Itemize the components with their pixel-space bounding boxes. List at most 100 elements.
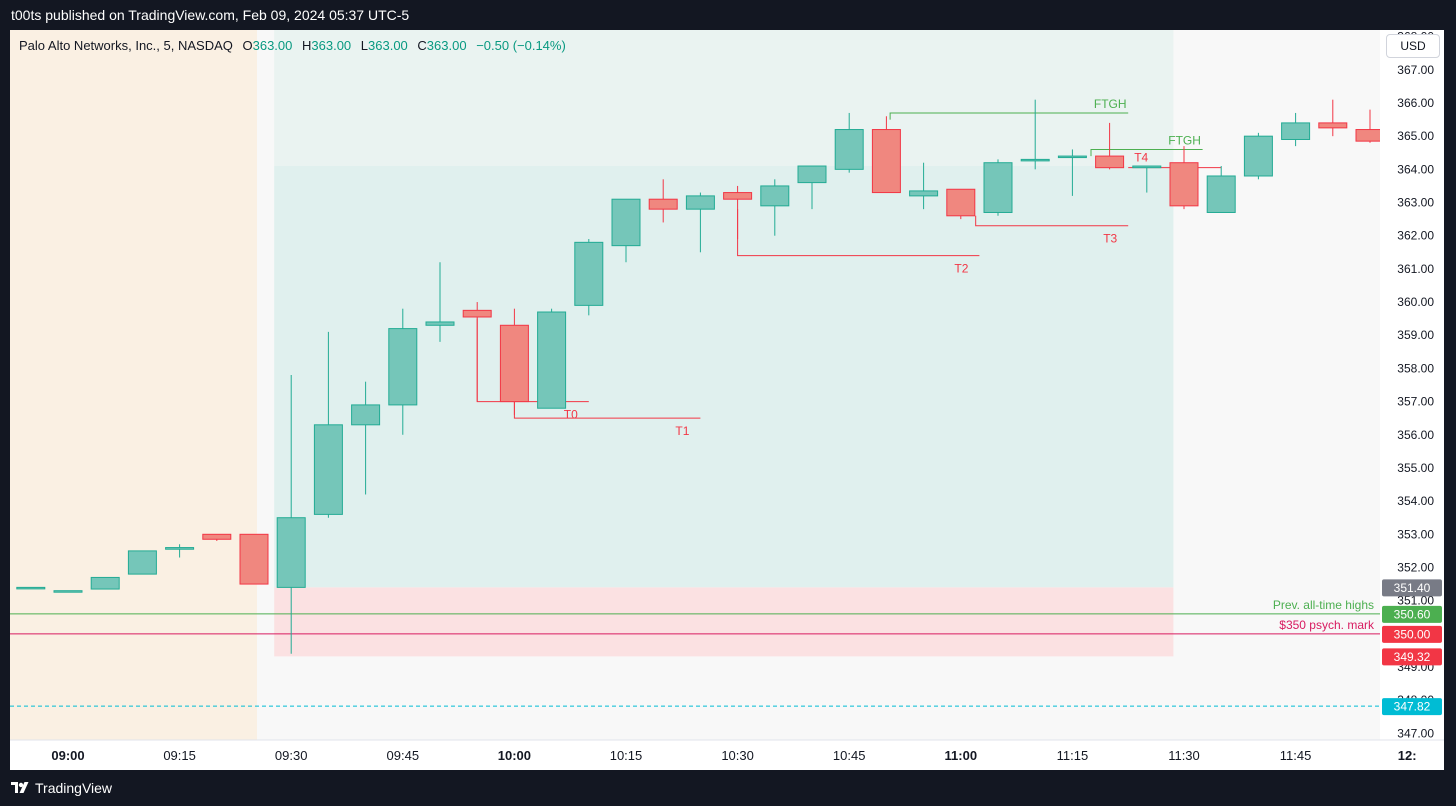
candle-body	[1020, 158, 1050, 162]
chart-area[interactable]: Prev. all-time highs $350 psych. mark T0 T1…	[10, 30, 1444, 770]
candle-body	[313, 424, 343, 515]
price-tag	[1382, 698, 1442, 716]
candle-body	[90, 576, 120, 590]
high-value: 363.00	[311, 38, 352, 53]
candle-body	[239, 533, 269, 585]
candle-body	[53, 590, 83, 593]
price-axis	[1380, 30, 1444, 770]
price-tick-label: 359.00	[1397, 328, 1434, 342]
candle-body	[574, 241, 604, 306]
price-tick-label: 361.00	[1397, 262, 1434, 276]
annotation-label: T4	[1134, 151, 1148, 165]
candle-body	[1057, 155, 1087, 159]
price-tick-label: 364.00	[1397, 162, 1434, 176]
candle-body	[276, 517, 306, 588]
price-tag	[1382, 605, 1442, 623]
candle-body	[723, 192, 753, 200]
time-tick-label: 11:45	[1280, 748, 1312, 763]
candle-body	[760, 185, 790, 207]
price-tag	[1382, 579, 1442, 597]
candlestick-chart[interactable]: Prev. all-time highs $350 psych. mark T0 T1…	[10, 30, 1444, 770]
candle-body	[983, 162, 1013, 213]
price-tick-label: 355.00	[1397, 461, 1434, 475]
time-tick-label: 11:15	[1057, 748, 1089, 763]
candle-body	[871, 129, 901, 194]
time-tick-label: 09:15	[163, 748, 196, 763]
annotation-label: FTGH	[1094, 97, 1127, 111]
candle-body	[1206, 175, 1236, 213]
price-tag-label: 349.32	[1394, 650, 1431, 664]
time-tick-label: 10:15	[610, 748, 643, 763]
time-tick-label: 09:30	[275, 748, 308, 763]
annotation-label: T1	[675, 424, 689, 438]
candle-body	[834, 129, 864, 170]
candle-body	[425, 321, 455, 326]
annotation-label: FTGH	[1168, 133, 1201, 147]
price-tag	[1382, 648, 1442, 666]
high-label: H	[302, 38, 312, 53]
level-label: $350 psych. mark	[1279, 618, 1375, 632]
candle-body	[611, 198, 641, 247]
top-bar: t00ts published on TradingView.com, Feb …	[0, 0, 1456, 30]
price-tick-label: 362.00	[1397, 229, 1434, 243]
close-value: 363.00	[426, 38, 467, 53]
candle-body	[1169, 162, 1199, 207]
price-tag-label: 347.82	[1394, 700, 1431, 714]
annotation-label: T0	[564, 408, 578, 422]
brand-name: TradingView	[35, 780, 113, 796]
price-tick-label: 357.00	[1397, 395, 1434, 409]
annotation-line	[889, 112, 1129, 120]
level-label: Prev. all-time highs	[1273, 598, 1374, 612]
symbol-title: Palo Alto Networks, Inc., 5, NASDAQ	[19, 38, 233, 53]
candle-body	[1095, 155, 1125, 169]
candle-body	[1318, 122, 1348, 129]
candle-body	[127, 550, 157, 575]
brand[interactable]: TradingView	[11, 780, 112, 796]
price-tick-label: 363.00	[1397, 196, 1434, 210]
price-tick-label: 356.00	[1397, 428, 1434, 442]
price-tick-label: 352.00	[1397, 560, 1434, 574]
low-label: L	[360, 38, 369, 53]
annotation-line	[975, 215, 1129, 227]
candle-body	[16, 586, 46, 590]
time-tick-label: 11:00	[945, 748, 978, 763]
time-tick-label: 10:45	[833, 748, 866, 763]
ohlc-legend: Palo Alto Networks, Inc., 5, NASDAQ O363…	[19, 38, 566, 53]
time-tick-label: 09:00	[51, 748, 84, 763]
candle-body	[648, 198, 678, 210]
currency-button[interactable]: USD	[1386, 34, 1440, 58]
price-tick-label: 358.00	[1397, 361, 1434, 375]
candle-body	[537, 311, 567, 409]
candle-body	[1355, 129, 1385, 142]
price-tag-label: 351.40	[1394, 581, 1431, 595]
publish-info: t00ts published on TradingView.com, Feb …	[11, 7, 410, 23]
change-value: −0.50 (−0.14%)	[476, 38, 566, 53]
close-label: C	[417, 38, 427, 53]
bottom-bar: TradingView	[0, 770, 1456, 806]
time-tick-label: 10:00	[498, 748, 531, 763]
candle-body	[388, 328, 418, 406]
candle-body	[499, 324, 529, 403]
time-tick-label: 11:30	[1168, 748, 1200, 763]
premarket-zone	[10, 30, 257, 740]
price-tag	[1382, 625, 1442, 643]
candle-body	[1132, 165, 1162, 169]
candle-body	[685, 195, 715, 210]
price-tick-label: 354.00	[1397, 494, 1434, 508]
profit-zone	[274, 166, 1174, 588]
time-tick-label: 10:30	[721, 748, 754, 763]
candle-body	[351, 404, 381, 426]
loss-zone	[274, 587, 1174, 657]
annotation-line	[1090, 148, 1203, 157]
price-tag-label: 350.00	[1394, 627, 1431, 641]
price-tick-label: 351.00	[1397, 594, 1434, 608]
price-tick-label: 365.00	[1397, 129, 1434, 143]
candle-body	[462, 309, 492, 318]
low-value: 363.00	[368, 38, 408, 53]
annotation-label: T3	[1103, 232, 1117, 246]
tradingview-logo-icon	[11, 782, 29, 793]
target-upper-zone	[274, 30, 1174, 167]
time-tick-label: 12:	[1398, 748, 1417, 763]
candle-body	[1243, 135, 1273, 177]
price-tick-label: 347.00	[1397, 726, 1434, 740]
